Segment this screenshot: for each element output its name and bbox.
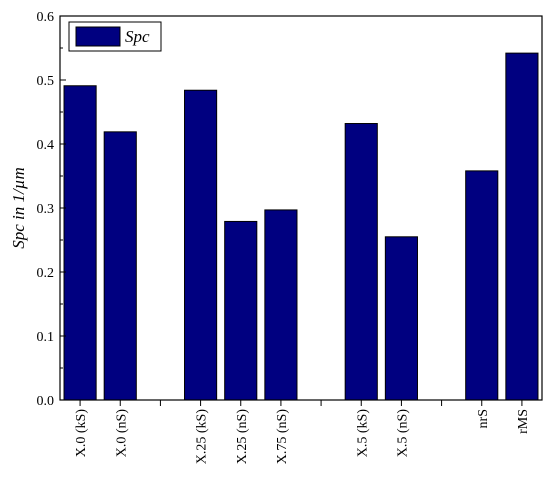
legend-swatch-spc [75, 26, 121, 47]
y-tick-label: 0.4 [37, 138, 55, 153]
x-tick-label: X.5 (nS) [395, 409, 410, 458]
y-tick-label: 0.5 [37, 74, 55, 89]
x-tick-label: X.25 (nS) [235, 409, 250, 465]
x-tick-label: X.75 (nS) [275, 409, 290, 465]
x-tick-label: X.5 (kS) [355, 409, 370, 458]
y-tick-label: 0.3 [37, 202, 55, 217]
x-tick-label: X.0 (kS) [74, 409, 89, 458]
bar-x-5-ns [384, 236, 418, 401]
bar-x-0-ks [63, 85, 97, 401]
y-axis: 0.0 0.1 0.2 0.3 0.4 0.5 0.6 [37, 10, 66, 409]
x-tick-label: X.25 (kS) [195, 409, 210, 465]
y-tick-label: 0.6 [37, 10, 55, 25]
bar-x-25-ns [224, 220, 258, 401]
x-tick-label: nrS [476, 409, 491, 428]
y-tick-label: 0.2 [37, 266, 55, 281]
bar-nrs [465, 170, 499, 401]
bar-x-25-ks [184, 89, 218, 401]
x-tick-label: X.0 (nS) [114, 409, 129, 458]
x-axis: X.0 (kS) X.0 (nS) X.25 (kS) X.25 (nS) X.75 (… [74, 400, 531, 464]
bar-x-0-ns [103, 131, 137, 401]
bar-x-75-ns [264, 209, 298, 401]
bars-layer [63, 52, 539, 401]
legend-label-spc: Spc [125, 27, 150, 46]
y-axis-label: Spc in 1/µm [9, 167, 28, 249]
y-tick-label: 0.0 [37, 394, 55, 409]
bar-rms [505, 52, 539, 401]
y-tick-label: 0.1 [37, 330, 55, 345]
legend: Spc [68, 21, 162, 52]
x-tick-label: rMS [516, 409, 531, 434]
bar-x-5-ks [344, 123, 378, 401]
